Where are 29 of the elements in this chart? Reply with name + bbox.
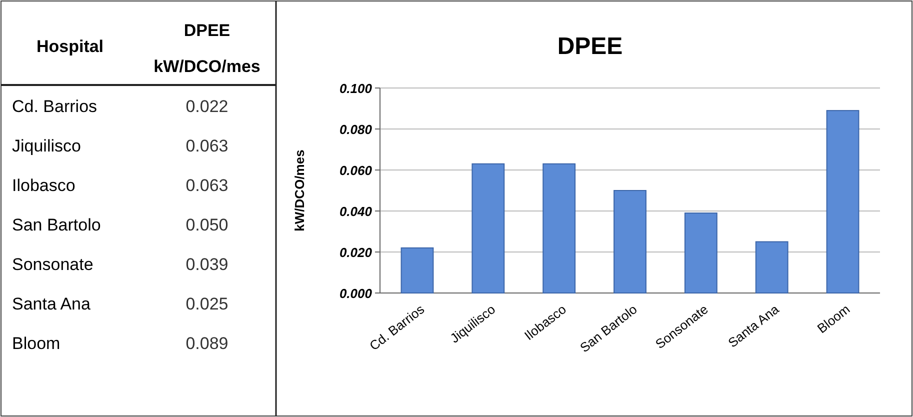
bar — [400, 247, 434, 294]
text: 0.022 — [186, 97, 228, 116]
chart-title: DPEE — [557, 33, 623, 60]
y-tick-label: 0.000 — [339, 286, 373, 301]
bar — [614, 190, 646, 294]
bar — [684, 212, 718, 294]
text: 0.050 — [186, 216, 228, 234]
text: DPEE kW/DCO/mes — [154, 21, 260, 76]
text: Cd. Barrios — [12, 97, 98, 116]
text: Ilobasco — [12, 176, 76, 195]
text: Jiquilisco — [12, 136, 81, 156]
bar — [542, 163, 576, 294]
y-tick-label: 0.100 — [339, 81, 373, 96]
y-tick-label: 0.040 — [339, 204, 373, 219]
text: San Bartolo — [12, 216, 101, 234]
text: Sonsonate — [12, 255, 94, 274]
text: 0.089 — [186, 334, 228, 353]
bar — [472, 163, 505, 294]
text: 0.063 — [186, 176, 228, 195]
text: 0.039 — [186, 255, 228, 274]
y-axis-title: kW/DCO/mes — [292, 150, 307, 232]
y-tick-label: 0.020 — [339, 245, 373, 260]
text: 0.063 — [186, 136, 228, 156]
text: 0.025 — [186, 294, 228, 314]
y-tick-label: 0.080 — [339, 122, 373, 137]
text: Hospital — [36, 37, 104, 56]
bar — [826, 110, 860, 294]
y-tick-label: 0.060 — [339, 163, 373, 178]
bar — [755, 241, 788, 294]
